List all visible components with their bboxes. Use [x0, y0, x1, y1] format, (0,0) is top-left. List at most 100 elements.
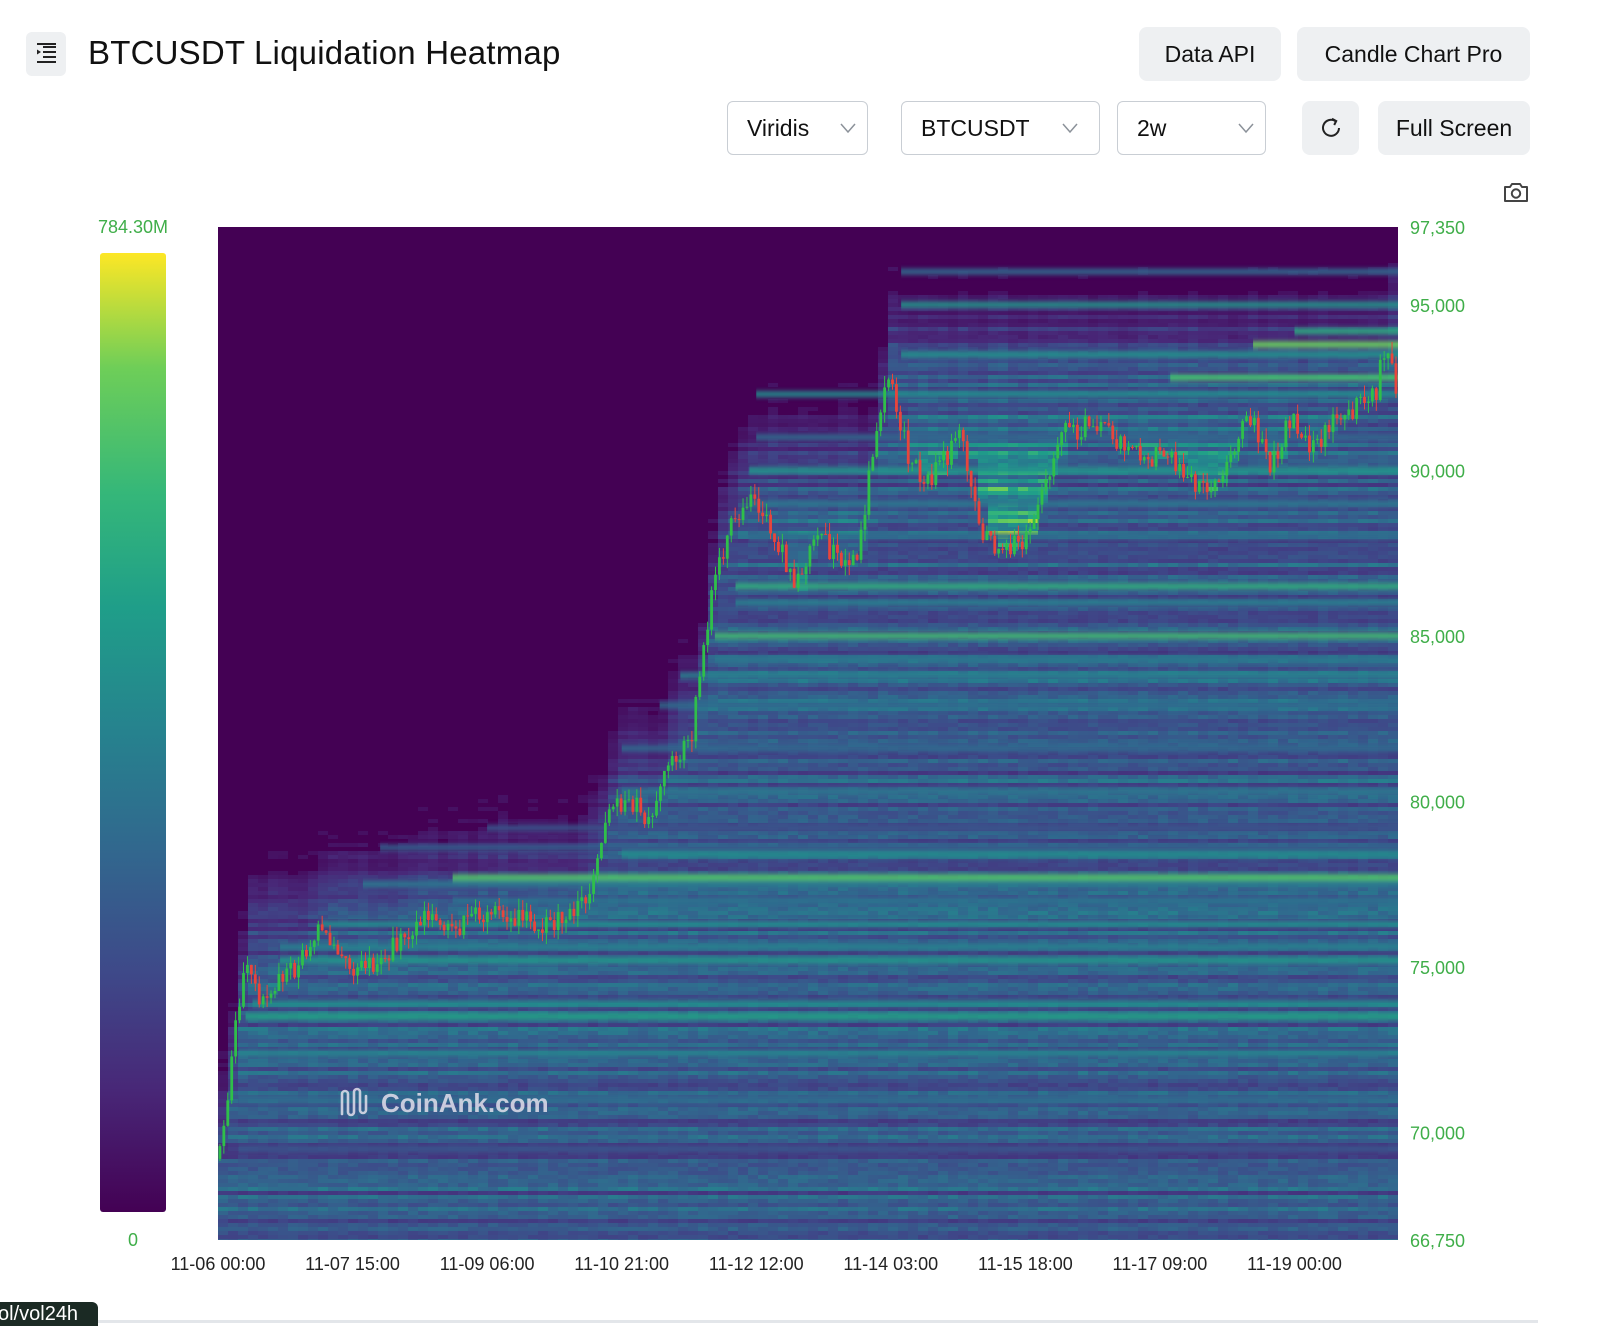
heatmap-cell [568, 1215, 578, 1219]
heatmap-cell [528, 1199, 538, 1203]
heatmap-cell [608, 1187, 618, 1191]
heatmap-cell [448, 891, 458, 895]
heatmap-cell [268, 1127, 278, 1131]
heatmap-cell [578, 967, 588, 971]
heatmap-cell [408, 875, 418, 879]
heatmap-cell [478, 1159, 488, 1163]
heatmap-cell [408, 1203, 418, 1207]
heatmap-cell [238, 1215, 248, 1219]
heatmap-cell [658, 1027, 668, 1031]
heatmap-cell [408, 1223, 418, 1227]
heatmap-cell [248, 947, 258, 951]
heatmap-cell [398, 1063, 408, 1067]
heatmap-cell [638, 983, 648, 987]
heatmap-cell [318, 1207, 328, 1211]
heatmap-cell [598, 979, 608, 983]
heatmap-cell [498, 1123, 508, 1127]
heatmap-cell [538, 1231, 548, 1235]
heatmap-cell [268, 1059, 278, 1063]
heatmap-cell [638, 1131, 648, 1135]
heatmap-cell [618, 807, 628, 811]
heatmap-cell [368, 891, 378, 895]
heatmap-cell [558, 819, 568, 823]
heatmap-cell [508, 1187, 518, 1191]
heatmap-cell [368, 1167, 378, 1171]
heatmap-cell [548, 871, 558, 875]
heatmap-cell [608, 859, 618, 863]
heatmap-cell [248, 875, 258, 879]
heatmap-cell [578, 1023, 588, 1027]
heatmap-cell [438, 1175, 448, 1179]
heatmap-cell [308, 1235, 318, 1239]
heatmap-cell [508, 855, 518, 859]
heatmap-cell [528, 855, 538, 859]
heatmap-cell [348, 1031, 358, 1035]
heatmap-cell [418, 1219, 428, 1223]
heatmap-cell [218, 1083, 228, 1087]
heatmap-cell [458, 911, 468, 915]
heatmap-cell [628, 715, 638, 719]
heatmap-cell [598, 1039, 608, 1043]
heatmap-cell [338, 1123, 348, 1127]
heatmap-cell [358, 1059, 368, 1063]
heatmap-cell [278, 1215, 288, 1219]
heatmap-cell [258, 1215, 268, 1219]
heatmap-cell [568, 1219, 578, 1223]
heatmap-cell [458, 1179, 468, 1183]
heatmap-cell [608, 1035, 618, 1039]
heatmap-cell [298, 1239, 308, 1243]
heatmap-cell [678, 991, 688, 995]
heatmap-cell [288, 875, 298, 879]
heatmap-cell [448, 1163, 458, 1167]
heatmap-cell [288, 1203, 298, 1207]
heatmap-cell [558, 1107, 568, 1111]
heatmap-cell [498, 1227, 508, 1231]
heatmap-cell [638, 979, 648, 983]
heatmap-cell [438, 1167, 448, 1171]
heatmap-cell [618, 871, 628, 875]
heatmap-cell [318, 1127, 328, 1131]
heatmap-cell [628, 1131, 638, 1135]
heatmap-cell [308, 1187, 318, 1191]
heatmap-cell [328, 903, 338, 907]
heatmap-cell [528, 831, 538, 835]
heatmap-cell [558, 839, 568, 843]
heatmap-cell [568, 867, 578, 871]
heatmap-cell [628, 971, 638, 975]
heatmap-cell [548, 1155, 558, 1159]
heatmap-cell [458, 987, 468, 991]
heatmap-cell [648, 1227, 658, 1231]
heatmap-cell [498, 799, 508, 803]
heatmap-cell [398, 1035, 408, 1039]
heatmap-cell [668, 1183, 678, 1187]
heatmap-cell [368, 1199, 378, 1203]
heatmap-cell [668, 931, 678, 935]
heatmap-cell [308, 887, 318, 891]
heatmap-cell [448, 971, 458, 975]
heatmap-cell [258, 1023, 268, 1027]
heatmap-cell [228, 1163, 238, 1167]
heatmap-cell [348, 851, 358, 855]
heatmap-cell [588, 799, 598, 803]
heatmap-cell [518, 935, 528, 939]
heatmap-cell [578, 1183, 588, 1187]
heatmap-cell [358, 887, 368, 891]
heatmap-cell [638, 1063, 648, 1067]
heatmap-cell [638, 755, 648, 759]
heatmap-cell [528, 819, 538, 823]
heatmap-cell [228, 1151, 238, 1155]
heatmap-cell [398, 1203, 408, 1207]
heatmap-cell [218, 1183, 228, 1187]
heatmap-cell [278, 895, 288, 899]
heatmap-cell [218, 1175, 228, 1179]
heatmap-cell [638, 1007, 648, 1011]
heatmap-cell [658, 1135, 668, 1139]
heatmap-cell [648, 1063, 658, 1067]
heatmap-cell [488, 855, 498, 859]
heatmap-cell [408, 1219, 418, 1223]
heatmap-cell [268, 1163, 278, 1167]
heatmap-cell [508, 1079, 518, 1083]
heatmap-cell [488, 1219, 498, 1223]
heatmap-cell [288, 1235, 298, 1239]
heatmap-cell [498, 1135, 508, 1139]
